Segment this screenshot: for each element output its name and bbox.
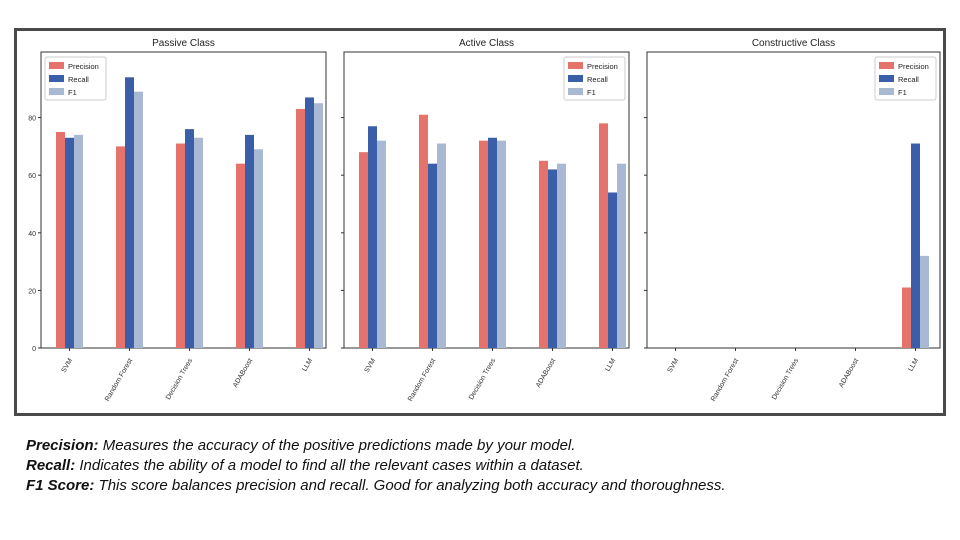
chart-title: Constructive Class (752, 38, 835, 49)
legend-swatch-precision (49, 62, 64, 69)
bar-precision (539, 160, 548, 348)
x-tick-label: Decision Trees (468, 357, 497, 401)
legend-swatch-recall (49, 75, 64, 82)
x-tick-label: LLM (301, 357, 314, 372)
bar-recall (488, 137, 497, 348)
legend-label: F1 (898, 88, 907, 97)
y-tick-label: 80 (28, 116, 36, 123)
note-text: Measures the accuracy of the positive pr… (98, 437, 576, 454)
bar-f1 (497, 140, 506, 348)
y-tick-label: 40 (28, 231, 36, 238)
y-tick-label: 60 (28, 173, 36, 180)
chart-title: Active Class (459, 38, 514, 49)
x-tick-label: ADABoost (232, 357, 254, 389)
y-tick-label: 20 (28, 288, 36, 295)
bar-precision (116, 146, 125, 348)
bar-precision (56, 132, 65, 348)
figure-frame: Passive Class 0 20 40 60 80 SVM Random Forest De… (14, 28, 946, 416)
legend-swatch-f1 (568, 88, 583, 95)
bar-precision (599, 123, 608, 348)
x-tick-label: Random Forest (104, 357, 134, 402)
note-term: Recall: (26, 457, 76, 474)
note-term: Precision: (26, 437, 99, 454)
bar-f1 (194, 137, 203, 348)
note-recall: Recall: Indicates the ability of a model… (26, 456, 946, 476)
bar-precision (479, 140, 488, 348)
legend-swatch-precision (879, 62, 894, 69)
legend-label: Recall (587, 75, 608, 84)
bar-f1 (74, 134, 83, 348)
legend-label: F1 (587, 88, 596, 97)
bar-f1 (437, 143, 446, 348)
bar-recall (305, 97, 314, 348)
legend-swatch-recall (879, 75, 894, 82)
bar-precision (236, 163, 245, 348)
bar-f1 (920, 255, 929, 348)
bar-f1 (377, 140, 386, 348)
x-tick-label: SVM (364, 357, 378, 374)
x-tick-label: ADABoost (838, 357, 860, 389)
x-tick-label: Decision Trees (165, 357, 194, 401)
x-tick-label: SVM (61, 357, 75, 374)
bar-precision (902, 287, 911, 348)
bar-f1 (254, 149, 263, 348)
legend-label: Precision (587, 62, 618, 71)
bar-recall (65, 137, 74, 348)
y-tick-label: 0 (32, 346, 36, 353)
bar-f1 (617, 163, 626, 348)
bar-f1 (134, 91, 143, 349)
x-tick-label: Random Forest (407, 357, 437, 402)
bar-precision (176, 143, 185, 348)
bar-recall (245, 134, 254, 348)
bar-f1 (557, 163, 566, 348)
legend-swatch-precision (568, 62, 583, 69)
note-f1: F1 Score: This score balances precision … (26, 476, 946, 496)
charts-svg: Passive Class 0 20 40 60 80 SVM Random Forest De… (28, 38, 941, 403)
bar-precision (296, 108, 305, 349)
bar-recall (428, 163, 437, 348)
x-tick-label: ADABoost (535, 357, 557, 389)
note-text: This score balances precision and recall… (94, 477, 726, 494)
x-tick-label: SVM (667, 357, 681, 374)
bar-recall (548, 169, 557, 348)
legend-label: Recall (68, 75, 89, 84)
legend-swatch-recall (568, 75, 583, 82)
x-tick-label: LLM (907, 357, 920, 372)
plot-frame (646, 51, 941, 349)
definitions-notes: Precision: Measures the accuracy of the … (26, 436, 946, 496)
bar-recall (911, 143, 920, 348)
x-tick-label: Decision Trees (771, 357, 800, 401)
note-precision: Precision: Measures the accuracy of the … (26, 436, 946, 456)
bar-recall (608, 192, 617, 348)
legend-label: Recall (898, 75, 919, 84)
legend-label: F1 (68, 88, 77, 97)
note-text: Indicates the ability of a model to find… (75, 457, 584, 474)
legend-swatch-f1 (49, 88, 64, 95)
chart-title: Passive Class (152, 38, 215, 49)
bar-recall (185, 129, 194, 348)
bar-f1 (314, 103, 323, 348)
bar-recall (125, 77, 134, 348)
note-term: F1 Score: (26, 477, 95, 494)
x-tick-label: LLM (604, 357, 617, 372)
bar-recall (368, 126, 377, 349)
x-tick-label: Random Forest (710, 357, 740, 402)
bar-precision (359, 152, 368, 348)
legend-label: Precision (68, 62, 99, 71)
legend-label: Precision (898, 62, 929, 71)
bar-precision (419, 114, 428, 348)
legend-swatch-f1 (879, 88, 894, 95)
